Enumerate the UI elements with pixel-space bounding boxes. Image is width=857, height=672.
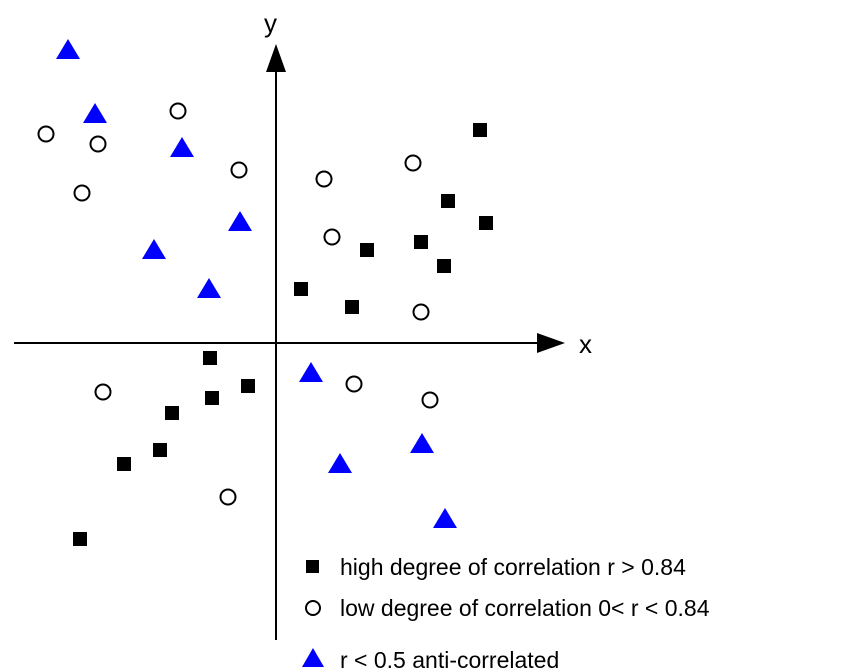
legend-circle-marker	[305, 600, 321, 616]
square-point	[117, 457, 131, 471]
circle-point	[89, 135, 107, 153]
legend-label-anti-correlated: r < 0.5 anti-correlated	[340, 647, 559, 672]
square-point	[414, 235, 428, 249]
circle-point	[323, 228, 341, 246]
circle-point	[230, 161, 248, 179]
square-point	[473, 123, 487, 137]
triangle-point	[142, 239, 166, 259]
legend-entry-high-correlation: high degree of correlation r > 0.84	[306, 554, 686, 580]
circle-point	[37, 125, 55, 143]
circle-point	[73, 184, 91, 202]
data-points	[37, 39, 493, 546]
triangle-point	[299, 362, 323, 382]
square-point	[205, 391, 219, 405]
triangle-point	[56, 39, 80, 59]
legend: high degree of correlation r > 0.84 low …	[302, 554, 710, 672]
triangle-point	[197, 278, 221, 298]
square-point	[73, 532, 87, 546]
circle-point	[169, 102, 187, 120]
triangle-point	[410, 433, 434, 453]
legend-square-marker	[306, 560, 319, 573]
triangle-point	[228, 211, 252, 231]
square-point	[294, 282, 308, 296]
circle-point	[404, 154, 422, 172]
circle-point	[219, 488, 237, 506]
circle-point	[345, 375, 363, 393]
x-axis-arrow	[537, 333, 565, 353]
triangle-point	[328, 453, 352, 473]
legend-triangle-marker	[302, 648, 324, 667]
y-axis-arrow	[266, 44, 286, 72]
circle-point	[315, 170, 333, 188]
triangle-point	[83, 103, 107, 123]
legend-label-low-correlation: low degree of correlation 0< r < 0.84	[340, 595, 710, 621]
circle-point	[94, 383, 112, 401]
circle-point	[421, 391, 439, 409]
square-point	[241, 379, 255, 393]
square-point	[437, 259, 451, 273]
triangle-point	[433, 508, 457, 528]
square-point	[441, 194, 455, 208]
circle-point	[412, 303, 430, 321]
triangle-point	[170, 137, 194, 157]
x-axis-label: x	[579, 329, 592, 359]
legend-label-high-correlation: high degree of correlation r > 0.84	[340, 554, 686, 580]
axes: x y	[14, 8, 592, 640]
square-point	[153, 443, 167, 457]
square-point	[165, 406, 179, 420]
y-axis-label: y	[264, 8, 277, 38]
square-point	[203, 351, 217, 365]
legend-entry-anti-correlated: r < 0.5 anti-correlated	[302, 647, 559, 672]
square-point	[479, 216, 493, 230]
legend-entry-low-correlation: low degree of correlation 0< r < 0.84	[305, 595, 710, 621]
square-point	[345, 300, 359, 314]
square-point	[360, 243, 374, 257]
